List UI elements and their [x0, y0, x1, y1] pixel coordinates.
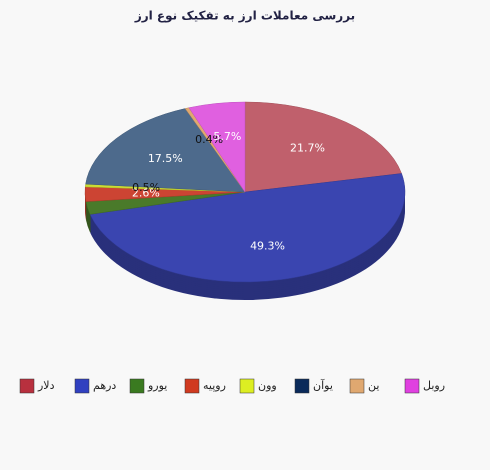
data-label: 17.5% [148, 152, 183, 165]
data-label: 2.6% [132, 186, 160, 199]
legend-label: روبل [423, 379, 445, 392]
slice [244, 101, 402, 193]
legend-label: دلار [37, 379, 55, 392]
slice [89, 173, 406, 283]
data-label: 5.7% [213, 130, 241, 143]
data-label: 49.3% [250, 239, 285, 252]
legend-swatch [19, 378, 35, 394]
legend-swatch [129, 378, 145, 394]
legend-swatch [404, 378, 420, 394]
legend-swatch [349, 378, 365, 394]
legend-label: روپیه [203, 379, 226, 392]
data-label: 21.7% [290, 142, 325, 155]
legend-label: وون [258, 379, 277, 392]
legend-swatch [74, 378, 90, 394]
slice [85, 108, 246, 193]
legend-label: ین [368, 379, 379, 392]
data-label: 0.4% [195, 133, 223, 146]
legend-label: درهم [93, 379, 116, 392]
legend-swatch [239, 378, 255, 394]
slice [188, 101, 246, 193]
legend-label: یورو [147, 379, 167, 392]
legend-swatch [184, 378, 200, 394]
legend-swatch [294, 378, 310, 394]
legend-label: یوآن [313, 378, 333, 392]
chart-title: بررسی معاملات ارز به تفکیک نوع ارز [134, 9, 355, 24]
data-label: 0.5% [132, 181, 160, 194]
